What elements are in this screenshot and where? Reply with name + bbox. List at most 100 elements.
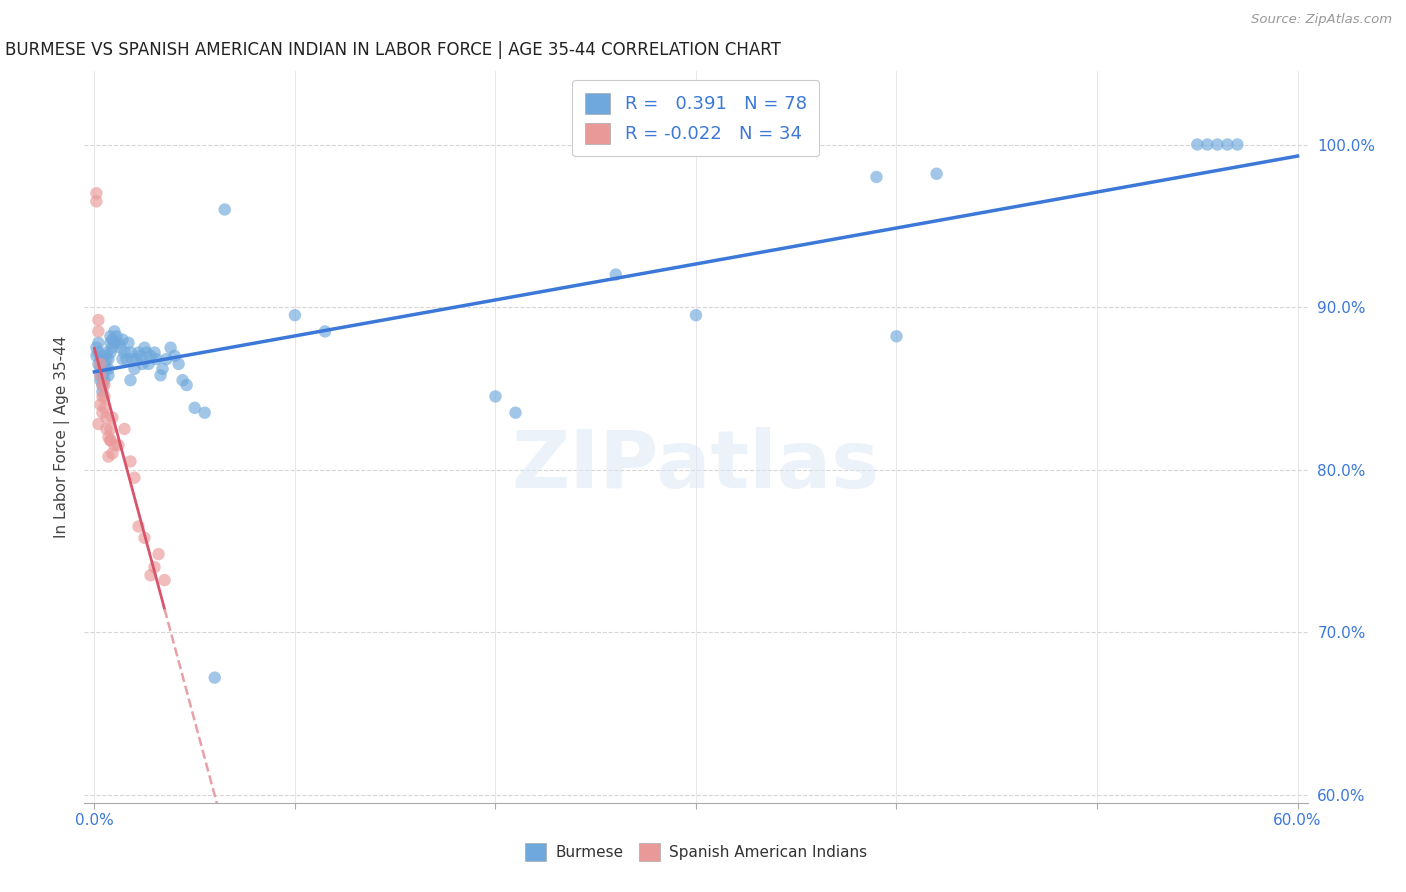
Point	[176, 378, 198, 392]
Point	[183, 401, 205, 415]
Point	[886, 329, 908, 343]
Point	[89, 373, 111, 387]
Point	[100, 345, 122, 359]
Point	[86, 341, 108, 355]
Point	[107, 438, 129, 452]
Point	[685, 308, 707, 322]
Point	[103, 325, 125, 339]
Point	[86, 349, 108, 363]
Point	[101, 446, 124, 460]
Point	[138, 357, 160, 371]
Point	[1187, 137, 1209, 152]
Point	[96, 410, 118, 425]
Point	[121, 352, 143, 367]
Point	[91, 389, 114, 403]
Point	[114, 422, 136, 436]
Point	[111, 352, 134, 367]
Legend: Burmese, Spanish American Indians: Burmese, Spanish American Indians	[517, 836, 875, 868]
Point	[128, 345, 150, 359]
Point	[114, 345, 136, 359]
Point	[159, 341, 181, 355]
Point	[100, 434, 122, 448]
Point	[134, 341, 156, 355]
Point	[925, 167, 948, 181]
Point	[91, 384, 114, 399]
Point	[149, 368, 172, 383]
Point	[101, 333, 124, 347]
Point	[96, 422, 118, 436]
Point	[96, 352, 118, 367]
Point	[97, 361, 120, 376]
Point	[96, 345, 118, 359]
Point	[1206, 137, 1229, 152]
Point	[128, 519, 150, 533]
Point	[134, 531, 156, 545]
Point	[125, 352, 148, 367]
Point	[105, 329, 128, 343]
Point	[86, 194, 108, 209]
Point	[100, 434, 122, 448]
Point	[91, 406, 114, 420]
Point	[120, 454, 142, 468]
Point	[314, 325, 336, 339]
Point	[1216, 137, 1239, 152]
Point	[139, 568, 162, 582]
Point	[484, 389, 506, 403]
Point	[605, 268, 627, 282]
Point	[143, 345, 166, 359]
Point	[194, 406, 217, 420]
Point	[93, 349, 115, 363]
Point	[145, 352, 167, 367]
Point	[214, 202, 236, 217]
Point	[163, 349, 186, 363]
Point	[86, 186, 108, 201]
Point	[148, 547, 170, 561]
Point	[167, 357, 190, 371]
Point	[87, 417, 110, 431]
Point	[135, 345, 157, 359]
Point	[97, 368, 120, 383]
Point	[115, 352, 138, 367]
Point	[87, 345, 110, 359]
Point	[91, 378, 114, 392]
Point	[103, 335, 125, 350]
Text: BURMESE VS SPANISH AMERICAN INDIAN IN LABOR FORCE | AGE 35-44 CORRELATION CHART: BURMESE VS SPANISH AMERICAN INDIAN IN LA…	[4, 41, 780, 59]
Point	[101, 341, 124, 355]
Point	[124, 361, 146, 376]
Point	[120, 345, 142, 359]
Point	[96, 361, 118, 376]
Point	[1197, 137, 1219, 152]
Point	[131, 357, 153, 371]
Point	[93, 357, 115, 371]
Point	[87, 325, 110, 339]
Point	[91, 378, 114, 392]
Point	[97, 430, 120, 444]
Point	[93, 389, 115, 403]
Point	[143, 560, 166, 574]
Point	[124, 471, 146, 485]
Point	[93, 373, 115, 387]
Point	[101, 410, 124, 425]
Point	[89, 368, 111, 383]
Point	[100, 335, 122, 350]
Point	[155, 352, 177, 367]
Point	[87, 335, 110, 350]
Point	[89, 357, 111, 371]
Point	[89, 353, 111, 368]
Point	[110, 341, 132, 355]
Point	[87, 357, 110, 371]
Point	[117, 335, 139, 350]
Point	[107, 335, 129, 350]
Text: Source: ZipAtlas.com: Source: ZipAtlas.com	[1251, 13, 1392, 27]
Point	[91, 365, 114, 379]
Point	[505, 406, 527, 420]
Point	[97, 450, 120, 464]
Point	[89, 361, 111, 376]
Point	[172, 373, 194, 387]
Point	[91, 371, 114, 385]
Point	[129, 349, 152, 363]
Point	[1226, 137, 1249, 152]
Point	[153, 573, 176, 587]
Y-axis label: In Labor Force | Age 35-44: In Labor Force | Age 35-44	[55, 336, 70, 538]
Point	[152, 361, 174, 376]
